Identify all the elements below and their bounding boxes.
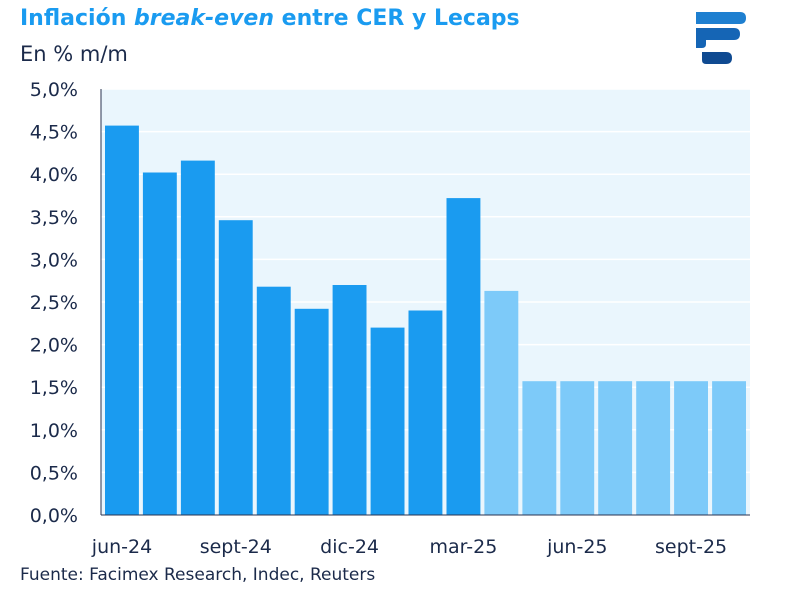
y-tick-label: 1,0% <box>30 420 78 442</box>
bar <box>408 310 443 515</box>
bar <box>674 381 708 515</box>
bar <box>294 308 329 515</box>
x-tick-label: mar-25 <box>430 536 498 558</box>
bar <box>522 381 557 515</box>
y-tick-label: 4,0% <box>30 164 78 186</box>
bar <box>332 285 367 515</box>
x-tick-label: dic-24 <box>320 536 379 558</box>
y-tick-label: 2,5% <box>30 292 78 314</box>
y-tick-label: 3,5% <box>30 207 78 229</box>
y-tick-label: 1,5% <box>30 377 78 399</box>
y-tick-label: 2,0% <box>30 335 78 357</box>
bar <box>636 381 671 515</box>
x-tick-label: sept-24 <box>200 536 272 558</box>
bar <box>218 220 253 515</box>
chart-subtitle: En % m/m <box>20 42 128 66</box>
bar <box>484 290 519 515</box>
x-tick-label: jun-25 <box>546 536 607 558</box>
y-tick-label: 3,0% <box>30 249 78 271</box>
bar <box>712 381 746 515</box>
bar <box>560 381 595 515</box>
bar <box>256 286 291 515</box>
y-tick-label: 4,5% <box>30 122 78 144</box>
chart-title: Inflación break-even entre CER y Lecaps <box>20 6 520 31</box>
bar <box>105 125 139 515</box>
source-note: Fuente: Facimex Research, Indec, Reuters <box>20 565 376 585</box>
bar <box>180 160 215 515</box>
y-tick-label: 0,5% <box>30 462 78 484</box>
bar <box>446 198 481 515</box>
bar <box>142 172 177 515</box>
bar <box>598 381 633 515</box>
x-tick-label: sept-25 <box>655 536 727 558</box>
bar <box>370 327 405 515</box>
y-tick-label: 0,0% <box>30 505 78 527</box>
y-tick-label: 5,0% <box>30 79 78 101</box>
facimex-logo-icon <box>696 12 746 64</box>
x-tick-label: jun-24 <box>91 536 152 558</box>
